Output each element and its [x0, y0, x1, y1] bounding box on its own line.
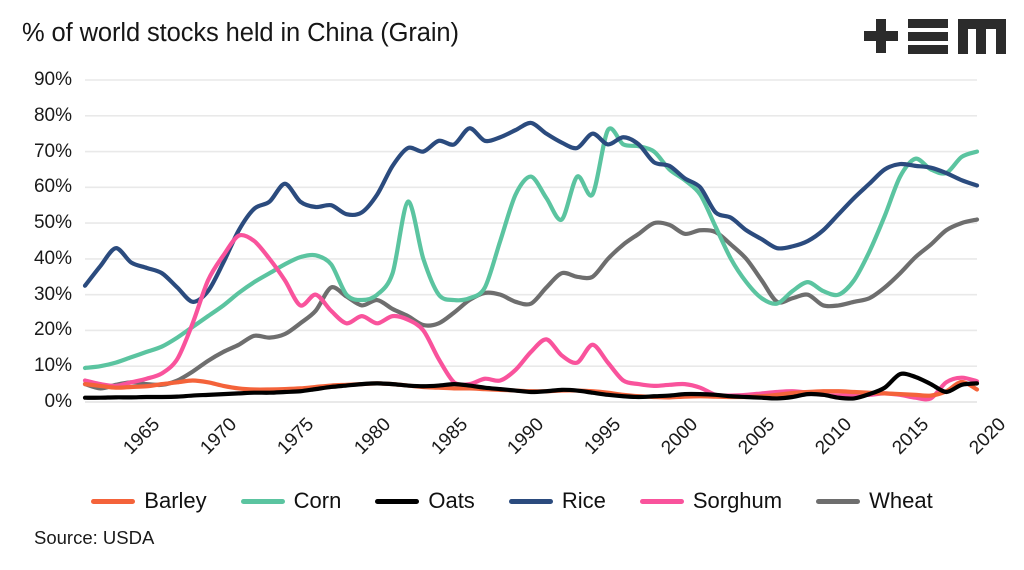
y-tick-label: 30% — [33, 283, 72, 305]
legend-item-barley[interactable]: Barley — [91, 488, 207, 514]
series-line-corn — [82, 126, 980, 371]
legend-label: Rice — [561, 488, 606, 513]
legend-label: Wheat — [869, 488, 933, 513]
y-tick-label: 20% — [33, 319, 72, 341]
chart-header: % of world stocks held in China (Grain) — [0, 0, 1024, 70]
legend-item-rice[interactable]: Rice — [508, 488, 606, 514]
legend-label: Corn — [293, 488, 342, 513]
y-tick-label: 0% — [44, 391, 72, 412]
legend-swatch-icon — [375, 498, 420, 504]
chart-svg — [82, 79, 980, 403]
source-note: Source: USDA — [34, 527, 155, 548]
series-line-rice — [82, 120, 980, 304]
y-tick-label: 10% — [33, 355, 72, 377]
series-line-wheat — [82, 217, 980, 391]
legend-swatch-icon — [639, 498, 684, 504]
y-tick-label: 70% — [33, 140, 72, 162]
series-line-oats — [82, 371, 980, 401]
legend-item-oats[interactable]: Oats — [375, 488, 475, 514]
y-tick-label: 90% — [33, 69, 72, 90]
legend-label: Barley — [144, 488, 207, 513]
legend-label: Sorghum — [692, 488, 783, 513]
legend-item-sorghum[interactable]: Sorghum — [639, 488, 783, 514]
legend-swatch-icon — [91, 498, 136, 504]
y-tick-label: 80% — [33, 104, 72, 126]
y-tick-label: 60% — [33, 176, 72, 198]
plot-area: 0% 10% 20% 30% 40% 50% 60% 70% 80% 90% 1965 1970 19… — [33, 69, 1010, 459]
legend-swatch-icon — [508, 498, 553, 504]
legend-swatch-icon — [816, 498, 861, 504]
legend-swatch-icon — [240, 498, 285, 504]
tem-logo-icon — [864, 19, 1006, 54]
series-lines — [82, 120, 980, 402]
legend-item-corn[interactable]: Corn — [240, 488, 342, 514]
chart-legend: Barley Corn Oats Rice Sorghum Wheat — [0, 484, 1024, 518]
y-tick-label: 40% — [33, 247, 72, 269]
y-tick-label: 50% — [33, 212, 72, 234]
legend-label: Oats — [428, 488, 475, 513]
page-title: % of world stocks held in China (Grain) — [22, 19, 459, 47]
legend-item-wheat[interactable]: Wheat — [816, 488, 933, 514]
